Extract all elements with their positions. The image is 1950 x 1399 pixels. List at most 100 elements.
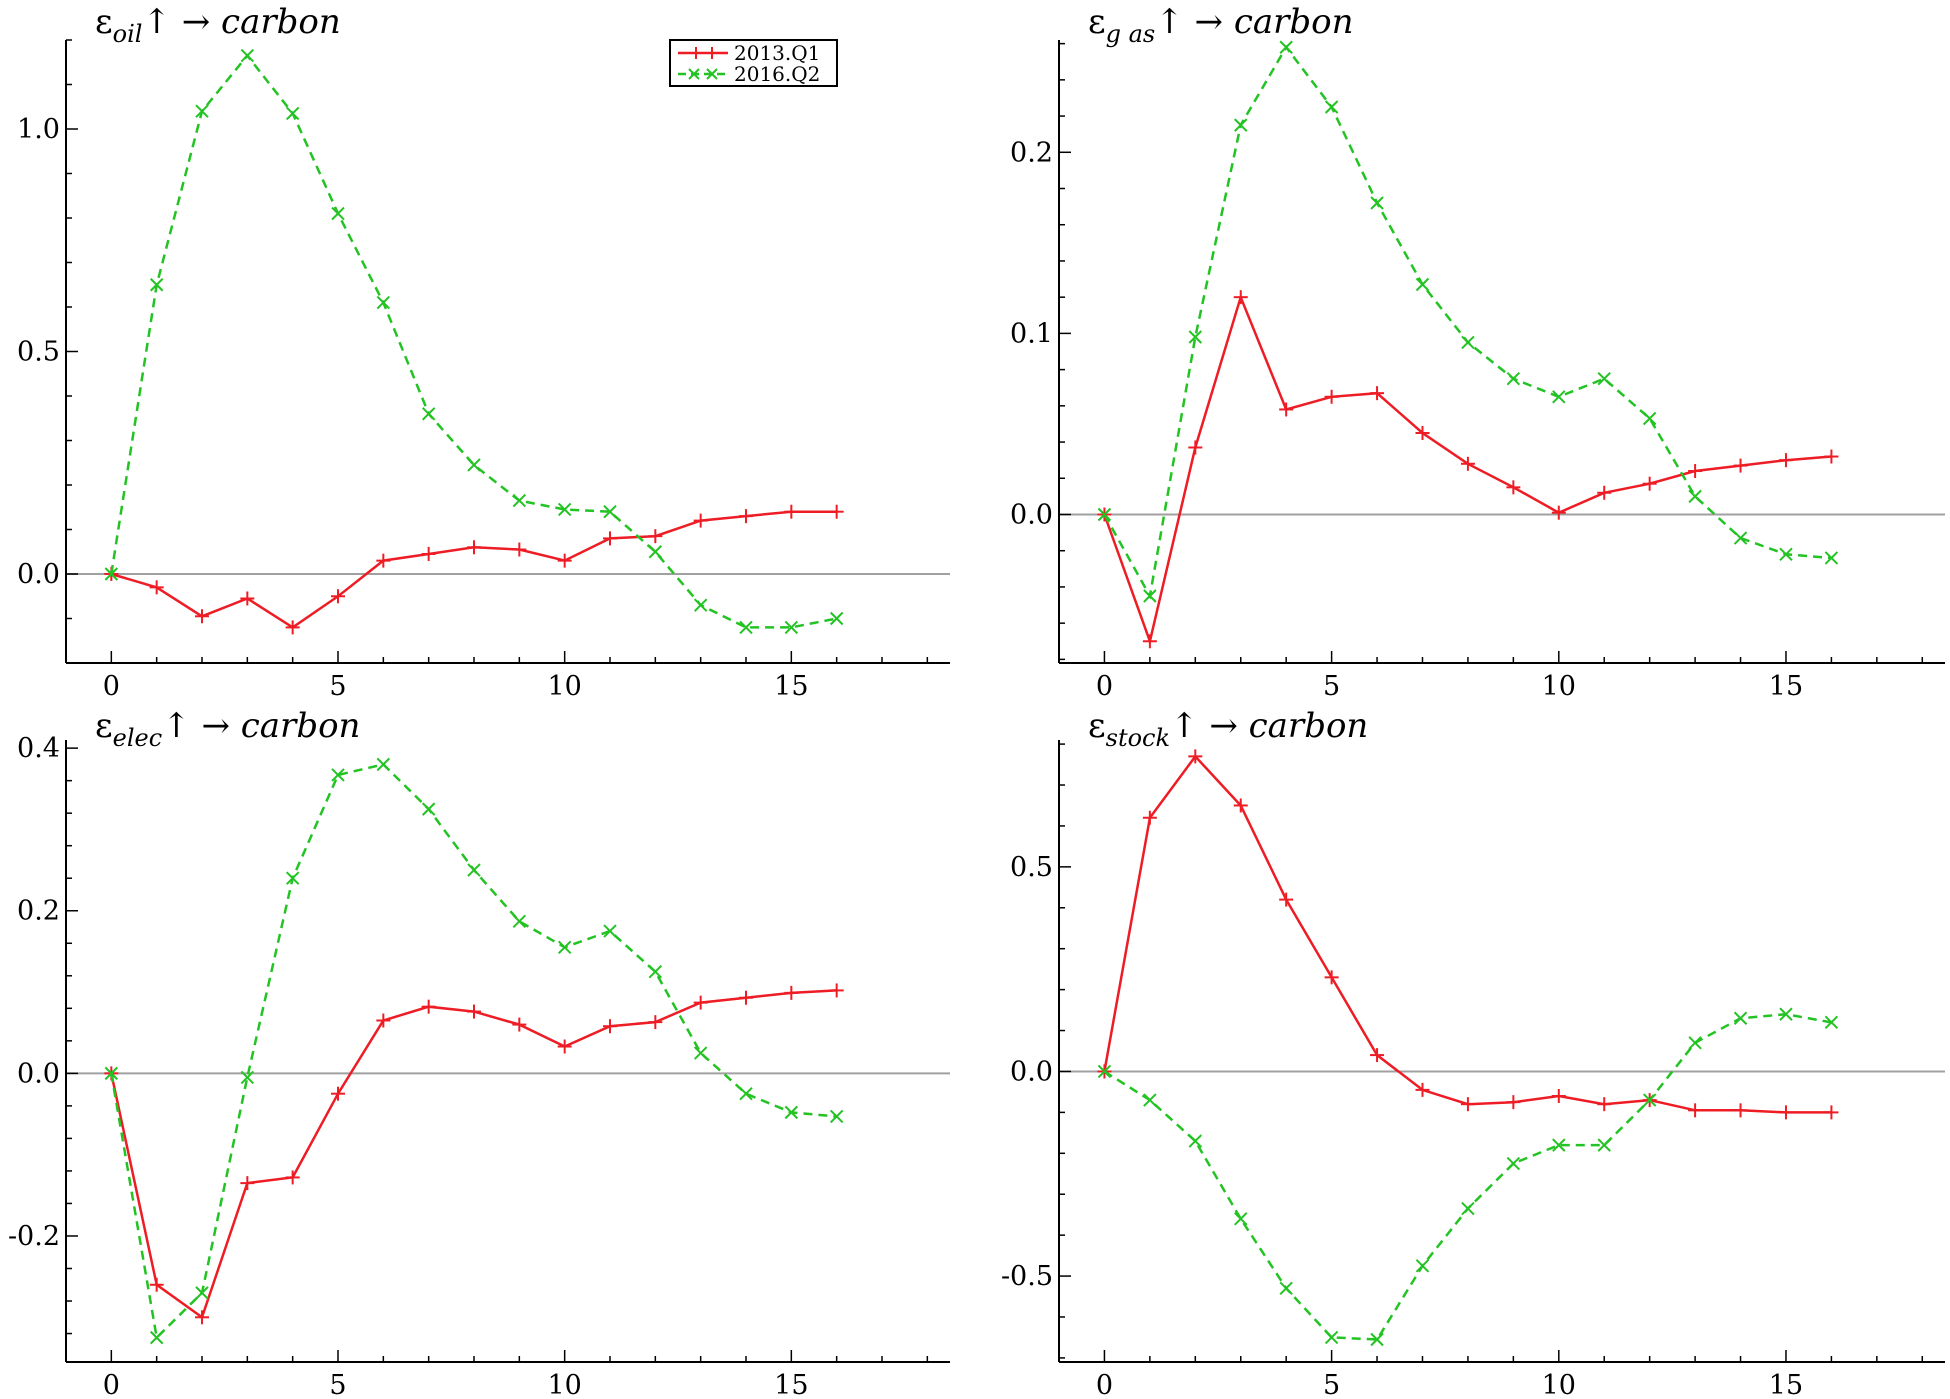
data-point-2013-q1 xyxy=(149,1277,164,1292)
data-point-2013-q1 xyxy=(240,1176,255,1191)
data-point-2016-q2 xyxy=(784,620,799,635)
data-point-2016-q2 xyxy=(240,1070,255,1085)
x-tick-label: 15 xyxy=(1769,1370,1803,1399)
data-point-2013-q1 xyxy=(1142,810,1157,825)
data-point-2013-q1 xyxy=(512,1017,527,1032)
data-point-2016-q2 xyxy=(1552,390,1566,404)
y-tick-label: -0.5 xyxy=(1001,1261,1053,1292)
panel-title: εg as↑ → carbon xyxy=(1088,2,1354,48)
series-line-2013-q1 xyxy=(1103,754,1832,1114)
data-point-2013-q1 xyxy=(693,513,708,528)
y-tick-label: 0.5 xyxy=(17,337,60,368)
data-point-2016-q2 xyxy=(829,1109,844,1124)
data-point-2016-q2 xyxy=(1688,1036,1702,1050)
series-line-2013-q1 xyxy=(110,510,837,629)
data-point-2016-q2 xyxy=(648,965,663,979)
data-point-2016-q2 xyxy=(648,545,663,559)
x-tick-label: 10 xyxy=(547,671,581,702)
data-point-2016-q2 xyxy=(739,1086,753,1101)
data-point-2013-q1 xyxy=(149,580,164,595)
data-point-2016-q2 xyxy=(1824,1015,1839,1030)
title-suffix: ↑ → carbon xyxy=(142,2,340,42)
x-tick-label: 0 xyxy=(1096,671,1113,702)
data-point-2016-q2 xyxy=(195,104,209,118)
legend-marker xyxy=(688,68,700,80)
data-point-2013-q1 xyxy=(1460,1097,1475,1112)
data-point-2013-q1 xyxy=(1551,505,1566,520)
y-tick-label: 0.1 xyxy=(1010,318,1053,349)
data-point-2013-q1 xyxy=(1142,634,1157,649)
x-tick-label: 5 xyxy=(329,671,346,702)
data-point-2016-q2 xyxy=(784,1105,799,1120)
legend-marker xyxy=(706,68,718,80)
data-point-2013-q1 xyxy=(739,509,753,524)
data-point-2013-q1 xyxy=(1324,970,1339,985)
series-line-2016-q2 xyxy=(110,763,837,1341)
data-point-2016-q2 xyxy=(1461,1201,1475,1216)
data-point-2013-q1 xyxy=(376,553,391,568)
data-point-2013-q1 xyxy=(784,985,799,1000)
data-point-2013-q1 xyxy=(1733,1103,1748,1118)
title-subscript: stock xyxy=(1106,724,1170,752)
data-point-2016-q2 xyxy=(195,1286,209,1300)
data-point-2013-q1 xyxy=(512,542,527,557)
x-tick-label: 10 xyxy=(1542,1370,1576,1399)
title-epsilon: ε xyxy=(95,2,113,42)
data-point-2013-q1 xyxy=(421,546,436,561)
data-point-2013-q1 xyxy=(1506,1095,1521,1110)
x-tick-label: 5 xyxy=(329,1370,346,1399)
x-tick-label: 10 xyxy=(1542,671,1576,702)
data-point-2016-q2 xyxy=(467,458,481,472)
data-point-2013-q1 xyxy=(1415,425,1430,440)
data-point-2013-q1 xyxy=(1778,1105,1793,1120)
data-point-2016-q2 xyxy=(285,871,300,885)
data-point-2016-q2 xyxy=(1506,371,1521,386)
data-point-2013-q1 xyxy=(1460,456,1475,471)
data-point-2013-q1 xyxy=(331,589,345,604)
data-point-2013-q1 xyxy=(1324,389,1339,404)
chart-panel-3: 0 5 10 15 -0.2 0.0 0.2 0.4 εelec↑ → carbon xyxy=(8,706,950,1399)
data-point-2013-q1 xyxy=(557,1039,572,1054)
data-point-2013-q1 xyxy=(1778,453,1793,468)
title-suffix: ↑ → carbon xyxy=(1155,2,1353,42)
data-point-2013-q1 xyxy=(648,529,663,544)
y-tick-label: 1.0 xyxy=(17,114,60,145)
title-suffix: ↑ → carbon xyxy=(162,706,360,746)
data-point-2013-q1 xyxy=(376,1013,391,1028)
data-point-2016-q2 xyxy=(1506,1156,1521,1171)
data-point-2016-q2 xyxy=(104,567,119,581)
data-point-2013-q1 xyxy=(1506,480,1521,495)
data-point-2013-q1 xyxy=(195,609,209,624)
data-point-2013-q1 xyxy=(285,1170,300,1185)
data-point-2016-q2 xyxy=(603,504,617,519)
data-point-2016-q2 xyxy=(603,924,617,938)
data-point-2013-q1 xyxy=(1188,749,1203,764)
y-tick-label: 0.4 xyxy=(17,733,60,764)
data-point-2016-q2 xyxy=(1324,100,1339,114)
data-point-2013-q1 xyxy=(1688,1103,1703,1118)
x-tick-label: 15 xyxy=(774,671,808,702)
legend-label: 2016.Q2 xyxy=(734,62,820,86)
data-point-2013-q1 xyxy=(421,999,436,1014)
data-point-2016-q2 xyxy=(1779,547,1793,562)
data-point-2013-q1 xyxy=(784,504,799,519)
panel-title: εelec↑ → carbon xyxy=(95,706,360,752)
data-point-2016-q2 xyxy=(1597,1138,1611,1152)
data-point-2013-q1 xyxy=(1370,1048,1385,1063)
data-point-2016-q2 xyxy=(693,598,708,612)
data-point-2016-q2 xyxy=(1779,1007,1793,1021)
data-point-2016-q2 xyxy=(1415,1259,1430,1273)
data-point-2013-q1 xyxy=(693,995,708,1010)
data-point-2016-q2 xyxy=(1461,335,1475,350)
y-tick-label: 0.0 xyxy=(1010,1056,1053,1087)
data-point-2013-q1 xyxy=(1415,1082,1430,1097)
y-tick-label: 0.0 xyxy=(1010,499,1053,530)
data-point-2016-q2 xyxy=(421,802,436,816)
data-point-2016-q2 xyxy=(1415,277,1430,292)
title-subscript: elec xyxy=(113,724,163,752)
data-point-2013-q1 xyxy=(1279,892,1294,907)
title-epsilon: ε xyxy=(1088,2,1106,42)
data-point-2016-q2 xyxy=(1188,330,1203,344)
data-point-2016-q2 xyxy=(1552,1138,1566,1152)
data-point-2016-q2 xyxy=(1279,1281,1293,1296)
